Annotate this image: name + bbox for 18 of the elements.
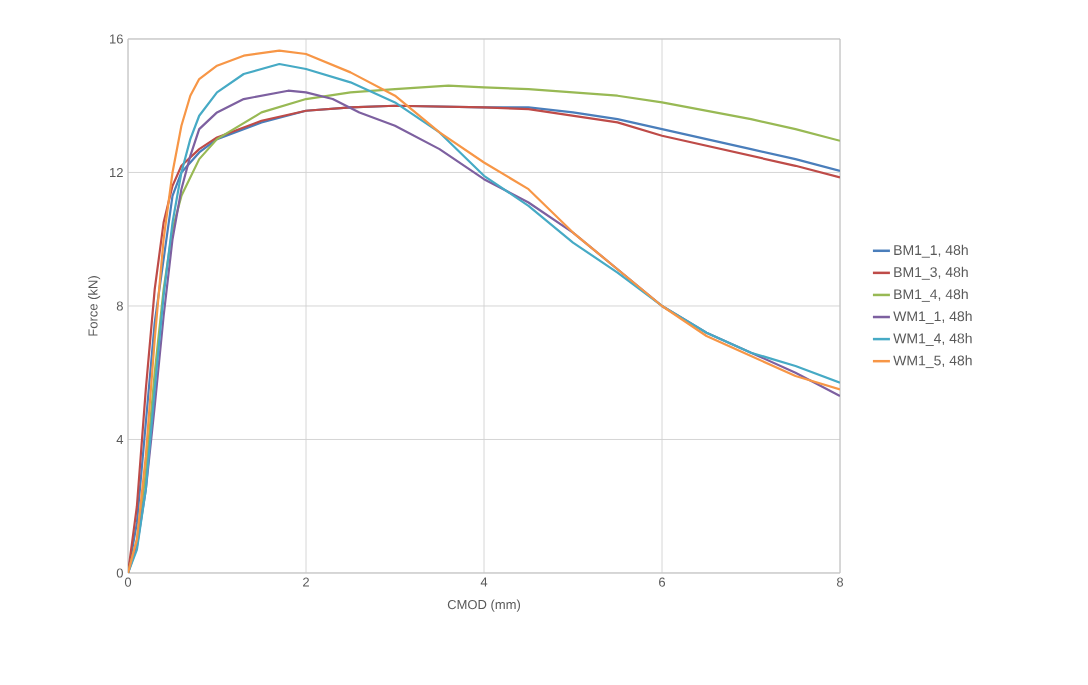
- legend-label: WM1_5, 48h: [893, 355, 972, 369]
- legend-label: BM1_4, 48h: [894, 288, 968, 302]
- legend-label: BM1_3, 48h: [894, 266, 968, 280]
- y-tick-label: 0: [116, 568, 123, 578]
- legend-label: BM1_1, 48h: [894, 244, 968, 258]
- y-tick-label: 12: [110, 167, 123, 178]
- y-tick-label: 16: [110, 34, 123, 44]
- x-tick-label: 4: [480, 577, 488, 587]
- x-tick-label: 2: [303, 577, 309, 587]
- y-axis-title: Force (kN): [88, 276, 101, 336]
- x-tick-label: 8: [836, 577, 844, 587]
- y-tick-label: 4: [116, 435, 124, 444]
- y-tick-label: 8: [116, 301, 123, 311]
- legend-label: WM1_1, 48h: [893, 310, 972, 324]
- legend-label: WM1_4, 48h: [893, 333, 972, 346]
- x-tick-label: 0: [124, 577, 132, 587]
- x-tick-label: 6: [659, 577, 666, 587]
- x-axis-title: CMOD (mm): [447, 599, 520, 612]
